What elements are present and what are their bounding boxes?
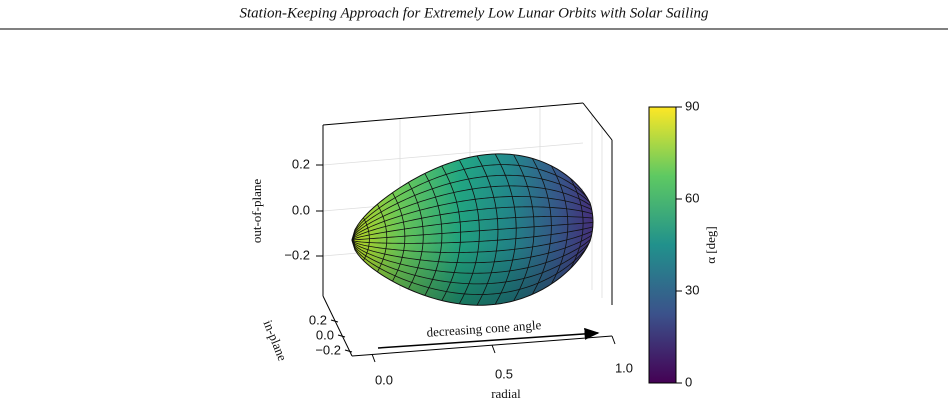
y-tick-label: 0.0 xyxy=(316,327,334,342)
surface-parallel xyxy=(352,196,593,241)
colorbar-tick-label: 60 xyxy=(685,190,699,205)
x-tick xyxy=(371,353,376,363)
x-tick-label: 1.0 xyxy=(615,360,633,375)
surface-meridian xyxy=(458,159,480,305)
surface xyxy=(351,153,594,306)
surface-meridian xyxy=(550,165,569,285)
x-tick xyxy=(611,335,616,345)
surface-meridian xyxy=(408,182,424,290)
surface-meridian xyxy=(424,173,443,296)
axes-edges xyxy=(322,102,613,357)
header-title: Station-Keeping Approach for Extremely L… xyxy=(239,5,709,21)
y-axis-label: in-plane xyxy=(260,318,290,363)
annotation: decreasing cone angle xyxy=(426,317,542,340)
z-tick-label: 0.0 xyxy=(292,202,310,217)
x-tick xyxy=(491,344,496,354)
surface-meridian xyxy=(513,154,535,302)
surface-parallel xyxy=(352,174,593,240)
colorbar xyxy=(648,106,677,384)
y-tick-label: −0.2 xyxy=(315,342,341,357)
surface-grid xyxy=(352,153,593,306)
x-axis-label: radial xyxy=(491,386,521,401)
surface-parallel xyxy=(352,232,593,274)
z-tick-label: 0.2 xyxy=(292,156,310,171)
y-tick xyxy=(330,319,339,323)
surface-meridian xyxy=(532,158,552,295)
y-tick xyxy=(344,349,353,353)
x-tick-label: 0.5 xyxy=(495,366,513,381)
surface-parallel xyxy=(352,164,593,240)
colorbar-tick-label: 0 xyxy=(685,374,692,389)
x-tick-label: 0.0 xyxy=(375,372,393,387)
surface-shade xyxy=(352,153,593,306)
z-tick-label: −0.2 xyxy=(284,247,310,262)
z-axis-label: out-of-plane xyxy=(249,179,264,243)
surface-parallel xyxy=(352,238,593,295)
arrow xyxy=(377,327,600,349)
surface-parallel xyxy=(352,227,593,253)
colorbar-tick-label: 30 xyxy=(685,282,699,297)
surface-parallel xyxy=(352,224,593,244)
y-tick-label: 0.2 xyxy=(309,312,327,327)
surface-parallel xyxy=(352,185,593,240)
colorbar-label: α [deg] xyxy=(703,226,718,264)
surface-meridian xyxy=(441,165,461,301)
surface-meridian xyxy=(476,155,499,306)
surface-meridian xyxy=(494,153,517,305)
surface-parallel xyxy=(352,216,593,241)
y-tick xyxy=(337,334,346,338)
surface-parallel xyxy=(352,235,593,285)
surface-meridian xyxy=(392,192,406,282)
surface-parallel xyxy=(352,221,593,241)
surface-outline xyxy=(351,153,594,306)
surface-parallel xyxy=(352,229,593,264)
colorbar-tick-label: 90 xyxy=(685,98,699,113)
surface-parallel xyxy=(352,206,593,241)
surface-meridian xyxy=(377,204,388,273)
